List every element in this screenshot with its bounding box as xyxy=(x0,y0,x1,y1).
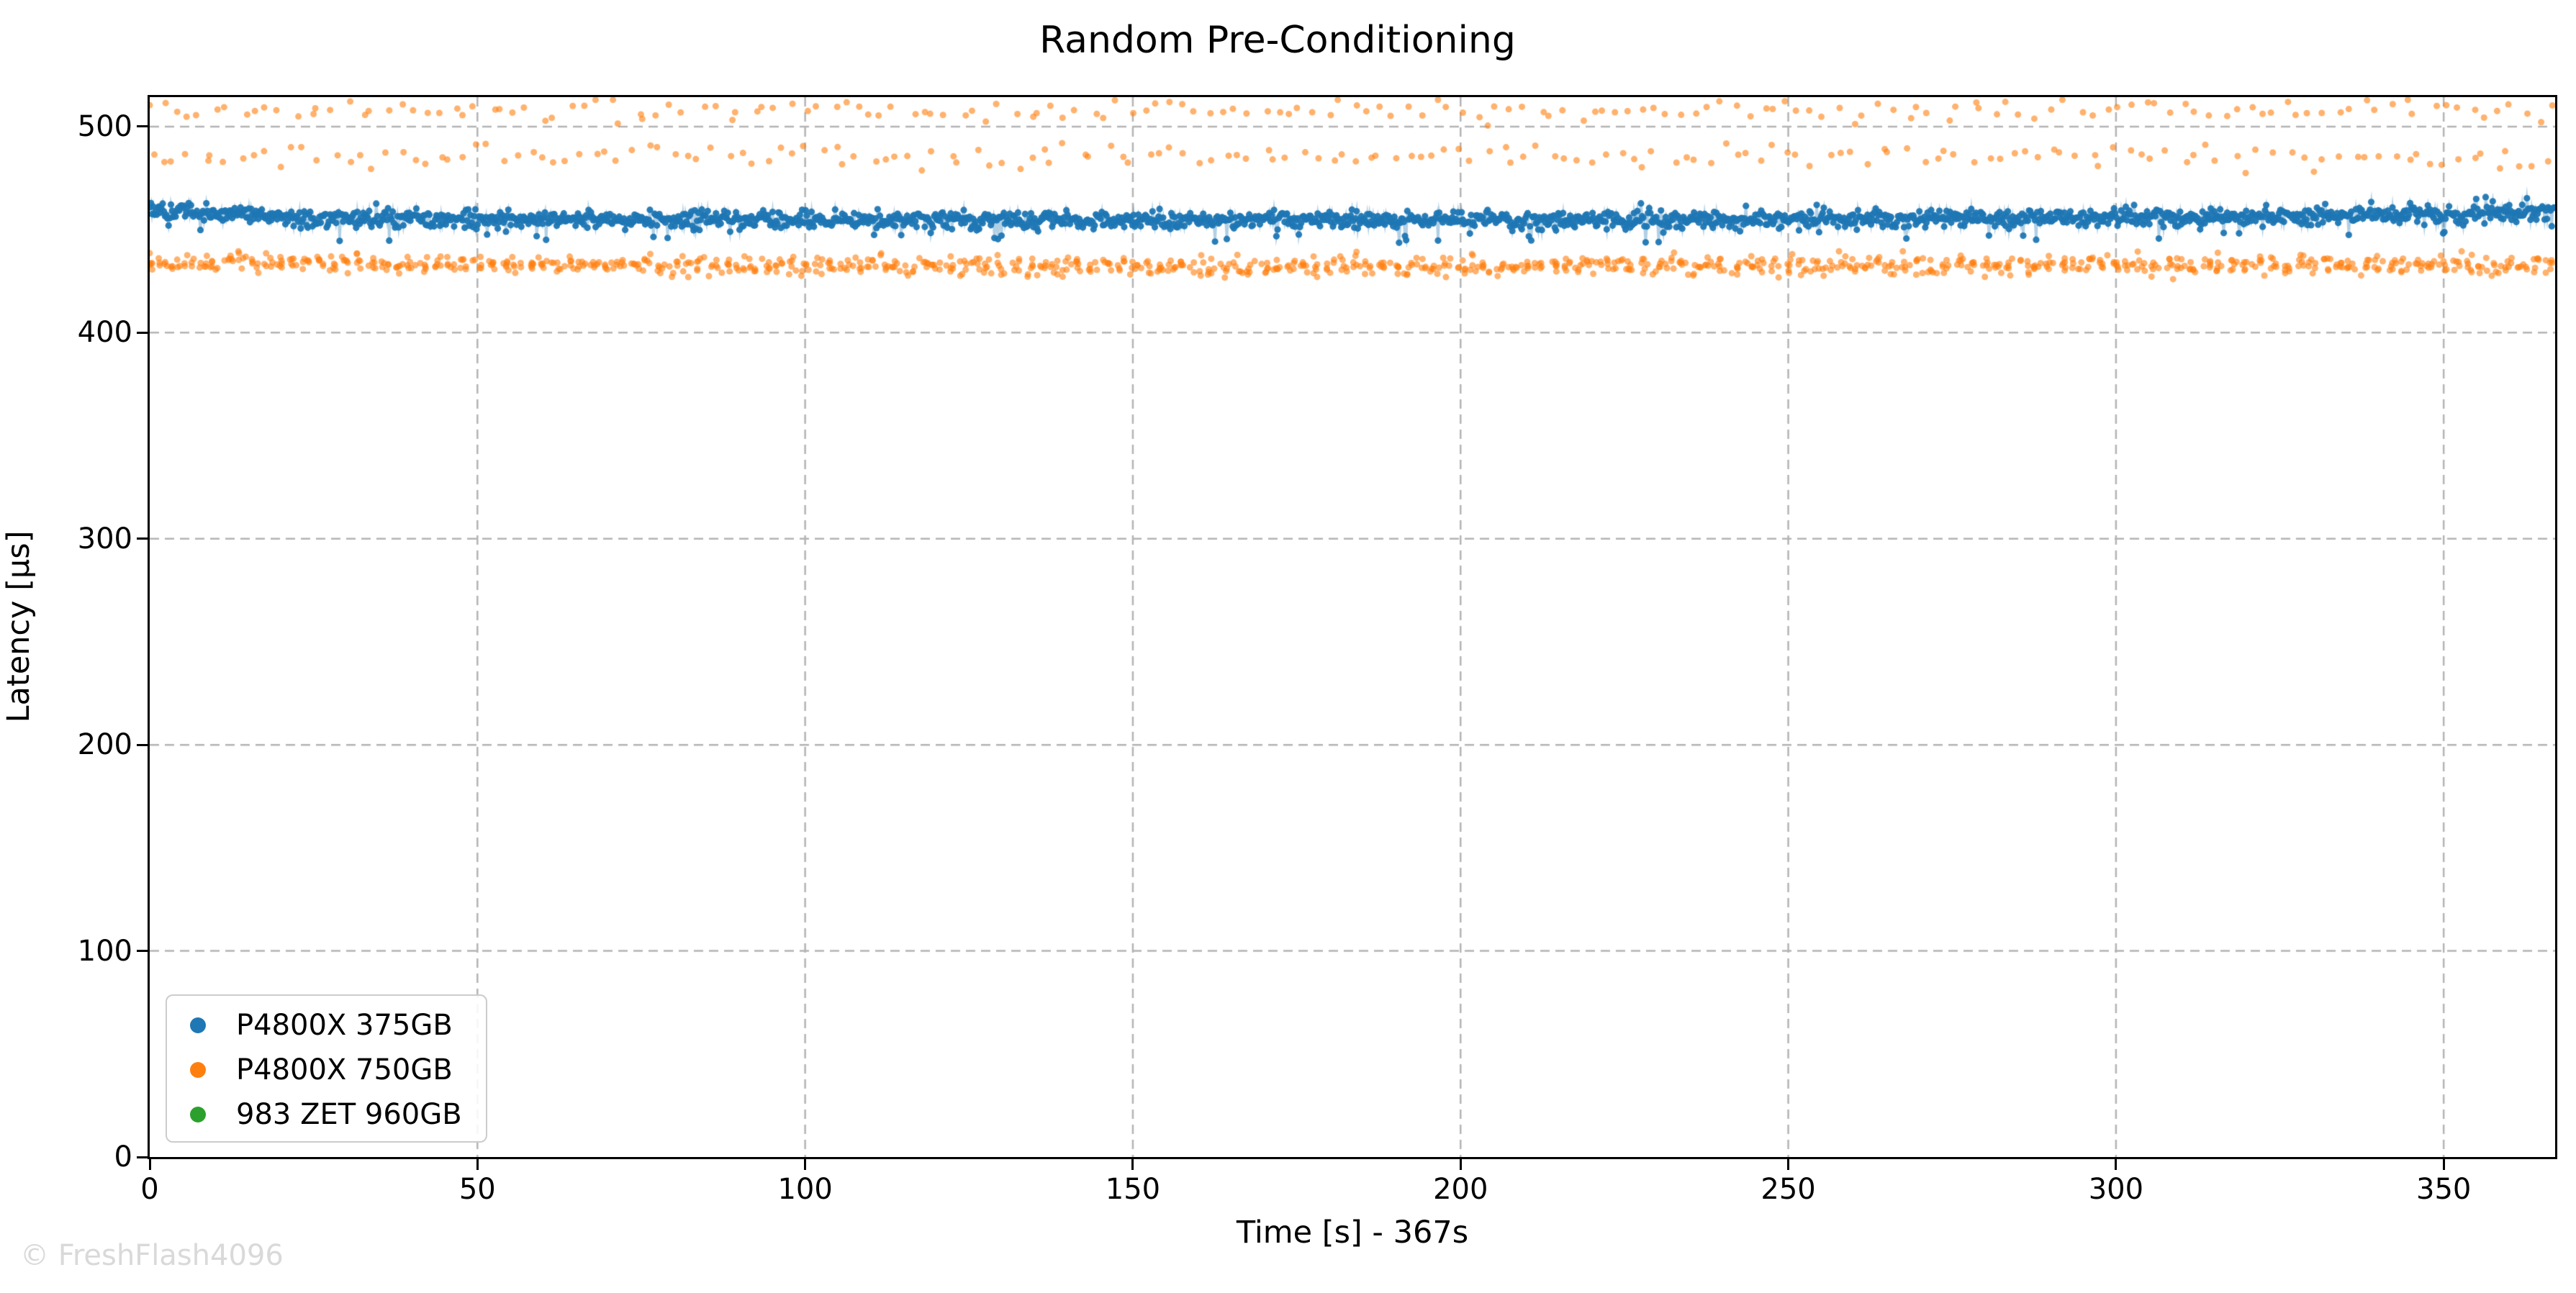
y-tick-mark xyxy=(137,950,148,953)
legend-item-p4800x-375gb: P4800X 375GB xyxy=(190,1009,486,1042)
x-tick-label: 50 xyxy=(458,1173,496,1206)
y-tick-label: 200 xyxy=(77,728,132,762)
legend-marker-blue-icon xyxy=(190,1017,206,1033)
chart-title: Random Pre-Conditioning xyxy=(1039,19,1516,62)
legend-label: 983 ZET 960GB xyxy=(236,1098,462,1131)
plot-area xyxy=(148,95,2557,1159)
legend-marker-orange-icon xyxy=(190,1062,206,1078)
y-tick-mark xyxy=(137,331,148,334)
y-tick-label: 400 xyxy=(77,316,132,350)
watermark: © FreshFlash4096 xyxy=(20,1239,284,1272)
y-tick-mark xyxy=(137,537,148,540)
x-tick-label: 250 xyxy=(1761,1173,1816,1206)
y-tick-label: 0 xyxy=(114,1140,132,1174)
legend-item-983-zet-960gb: 983 ZET 960GB xyxy=(190,1098,486,1131)
x-tick-mark xyxy=(476,1159,479,1170)
x-tick-mark xyxy=(804,1159,807,1170)
y-axis-label: Latency [μs] xyxy=(1,530,37,723)
y-tick-mark xyxy=(137,125,148,128)
x-tick-label: 100 xyxy=(777,1173,833,1206)
legend-item-p4800x-750gb: P4800X 750GB xyxy=(190,1053,486,1086)
x-tick-label: 150 xyxy=(1105,1173,1161,1206)
x-tick-mark xyxy=(1459,1159,1462,1170)
x-tick-label: 350 xyxy=(2416,1173,2472,1206)
x-tick-mark xyxy=(1131,1159,1134,1170)
x-tick-label: 300 xyxy=(2088,1173,2144,1206)
x-tick-mark xyxy=(1787,1159,1790,1170)
y-tick-mark xyxy=(137,743,148,746)
legend: P4800X 375GB P4800X 750GB 983 ZET 960GB xyxy=(166,994,487,1143)
x-tick-mark xyxy=(148,1159,151,1170)
y-tick-label: 100 xyxy=(77,934,132,968)
chart-canvas xyxy=(150,97,2555,1157)
x-tick-label: 0 xyxy=(140,1173,159,1206)
x-tick-mark xyxy=(2442,1159,2445,1170)
y-tick-label: 300 xyxy=(77,522,132,555)
legend-label: P4800X 750GB xyxy=(236,1053,453,1086)
x-tick-mark xyxy=(2115,1159,2118,1170)
x-axis-label: Time [s] - 367s xyxy=(1236,1215,1469,1251)
x-tick-label: 200 xyxy=(1433,1173,1488,1206)
legend-label: P4800X 375GB xyxy=(236,1009,453,1042)
y-tick-label: 500 xyxy=(77,109,132,143)
y-tick-mark xyxy=(137,1156,148,1158)
legend-marker-green-icon xyxy=(190,1107,206,1122)
